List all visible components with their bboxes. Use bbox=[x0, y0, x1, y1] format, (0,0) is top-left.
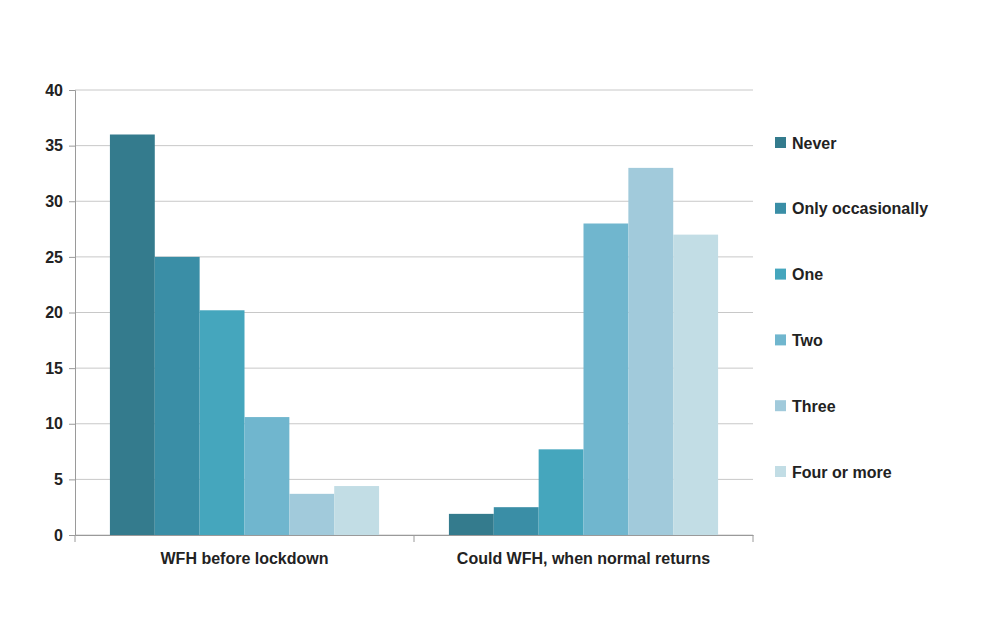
y-tick-label: 15 bbox=[45, 360, 63, 377]
legend-swatch bbox=[775, 400, 786, 411]
grid-line bbox=[75, 145, 753, 146]
legend-item: Two bbox=[775, 332, 823, 349]
bar bbox=[245, 417, 290, 535]
legend-label: Four or more bbox=[792, 464, 892, 481]
y-tick: 0 bbox=[54, 527, 75, 544]
legend-label: Three bbox=[792, 398, 836, 415]
y-tick: 35 bbox=[45, 137, 75, 154]
group-separator bbox=[75, 535, 76, 542]
legend-swatch bbox=[775, 334, 786, 345]
y-tick-mark bbox=[69, 424, 75, 425]
bar bbox=[449, 514, 494, 535]
legend-item: One bbox=[775, 266, 823, 283]
group-separator bbox=[414, 535, 415, 542]
legend-swatch bbox=[775, 137, 786, 148]
y-tick: 40 bbox=[45, 82, 75, 99]
y-tick: 25 bbox=[45, 248, 75, 265]
bar bbox=[155, 257, 200, 535]
plot: 0 5 10 15 20 25 30 35 40 WFH before lockdown Could… bbox=[45, 82, 753, 568]
legend-item: Only occasionally bbox=[775, 200, 928, 217]
y-tick-label: 40 bbox=[45, 82, 63, 99]
y-tick-label: 35 bbox=[45, 137, 63, 154]
legend: Never Only occasionally One Two Three Four or… bbox=[775, 135, 928, 481]
y-tick-mark bbox=[69, 146, 75, 147]
bar bbox=[334, 486, 379, 535]
bar bbox=[628, 168, 673, 535]
y-tick: 20 bbox=[45, 304, 75, 321]
y-tick-mark bbox=[69, 201, 75, 202]
y-tick: 10 bbox=[45, 415, 75, 432]
chart: 0 5 10 15 20 25 30 35 40 WFH before lockdown Could… bbox=[0, 0, 1000, 641]
legend-item: Four or more bbox=[775, 464, 892, 481]
y-tick: 15 bbox=[45, 360, 75, 377]
grid bbox=[75, 90, 753, 535]
y-tick-mark bbox=[69, 90, 75, 91]
y-tick-label: 0 bbox=[54, 527, 63, 544]
y-axis-line bbox=[69, 91, 76, 536]
legend-label: Only occasionally bbox=[792, 200, 928, 217]
group-separator bbox=[753, 535, 754, 542]
y-tick-mark bbox=[69, 368, 75, 369]
legend-label: Two bbox=[792, 332, 823, 349]
legend-item: Never bbox=[775, 135, 836, 152]
bar bbox=[289, 494, 334, 535]
x-tick-label: Could WFH, when normal returns bbox=[457, 550, 710, 567]
bar bbox=[494, 507, 539, 535]
y-tick-label: 10 bbox=[45, 415, 63, 432]
y-tick-label: 20 bbox=[45, 304, 63, 321]
legend-swatch bbox=[775, 466, 786, 477]
y-tick-label: 25 bbox=[45, 248, 63, 265]
x-tick: WFH before lockdown bbox=[161, 535, 329, 567]
bars bbox=[110, 135, 718, 536]
legend-swatch bbox=[775, 269, 786, 280]
legend-label: One bbox=[792, 266, 823, 283]
bar bbox=[110, 135, 155, 536]
x-tick-label: WFH before lockdown bbox=[161, 550, 329, 567]
x-tick: Could WFH, when normal returns bbox=[457, 535, 710, 567]
bar bbox=[673, 235, 718, 535]
bar bbox=[584, 224, 629, 536]
legend-item: Three bbox=[775, 398, 836, 415]
y-tick-mark bbox=[69, 313, 75, 314]
y-axis: 0 5 10 15 20 25 30 35 40 bbox=[45, 82, 75, 544]
legend-swatch bbox=[775, 203, 786, 214]
bar bbox=[539, 449, 584, 535]
x-axis: WFH before lockdown Could WFH, when norma… bbox=[75, 535, 754, 567]
y-tick-mark bbox=[69, 535, 75, 536]
bar bbox=[200, 310, 245, 535]
y-tick-mark bbox=[69, 257, 75, 258]
y-tick-label: 5 bbox=[54, 471, 63, 488]
y-tick-label: 30 bbox=[45, 193, 63, 210]
y-tick: 5 bbox=[54, 471, 75, 488]
y-tick: 30 bbox=[45, 193, 75, 210]
grid-line bbox=[75, 90, 753, 91]
legend-label: Never bbox=[792, 135, 836, 152]
y-tick-mark bbox=[69, 479, 75, 480]
